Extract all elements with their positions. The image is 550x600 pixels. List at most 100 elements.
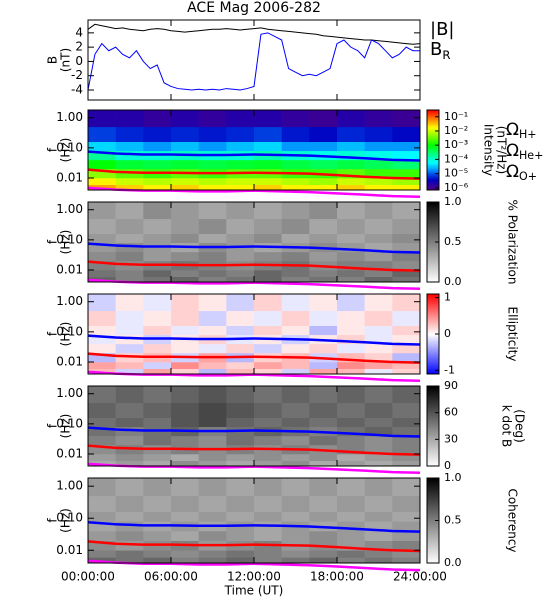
heatmap-cell	[88, 218, 116, 234]
heatmap-cell	[309, 110, 338, 128]
heatmap-cell	[226, 270, 255, 277]
colorbar-strip	[427, 507, 439, 510]
heatmap-cell	[364, 557, 393, 564]
heatmap-cell	[364, 540, 393, 551]
colorbar-strip	[427, 390, 439, 392]
heatmap-cell	[309, 233, 338, 244]
y-tick-label: 0.10	[56, 416, 83, 430]
colorbar-strip	[427, 430, 439, 432]
colorbar-strip	[427, 343, 439, 346]
colorbar-strip	[427, 167, 439, 170]
colorbar-strip	[427, 551, 439, 554]
heatmap-cell	[115, 150, 144, 161]
colorbar-strip	[427, 455, 439, 458]
heatmap-cell	[198, 460, 227, 467]
colorbar-strip	[427, 364, 439, 367]
colorbar-strip	[427, 502, 439, 504]
heatmap-cell	[143, 550, 172, 558]
heatmap-cell	[171, 362, 199, 369]
gyrofrequency-line	[87, 520, 421, 533]
heatmap-cell	[392, 368, 421, 375]
colorbar-strip	[427, 448, 439, 451]
colorbar-label: (Deg)	[513, 409, 527, 443]
colorbar-strip	[427, 219, 439, 222]
heatmap-cell	[281, 495, 310, 512]
colorbar-strip	[427, 235, 439, 238]
heatmap-cell	[364, 242, 393, 253]
heatmap-cell	[171, 218, 199, 234]
colorbar-strip	[427, 356, 439, 359]
colorbar-strip	[427, 328, 439, 331]
colorbar-strip	[427, 160, 439, 163]
heatmap-cell	[309, 386, 338, 404]
colorbar-label: Coherency	[506, 488, 520, 552]
y-tick-label: 0.10	[56, 511, 83, 525]
colorbar-strip	[427, 250, 439, 252]
colorbar-tick-label: 10⁻¹	[444, 110, 468, 123]
heatmap-cell	[281, 417, 310, 428]
heatmap-cell	[171, 343, 199, 354]
colorbar-strip	[427, 136, 439, 139]
colorbar-strip	[427, 244, 439, 247]
heatmap-cell	[364, 251, 393, 262]
heatmap-cell	[392, 521, 421, 532]
colorbar-strip	[427, 311, 439, 314]
heatmap-cell	[364, 270, 393, 277]
heatmap-cell	[281, 110, 310, 128]
gyrofrequency-line	[87, 559, 421, 572]
heatmap-cell	[198, 325, 227, 336]
heatmap-cell	[281, 343, 310, 354]
heatmap-cell	[115, 368, 144, 375]
colorbar-strip	[427, 490, 439, 493]
heatmap-cell	[198, 550, 227, 558]
heatmap-cell	[254, 126, 282, 142]
colorbar-strip	[427, 419, 439, 422]
colorbar-strip	[427, 254, 439, 256]
colorbar-strip	[427, 440, 439, 443]
y-tick-label: 0.10	[56, 324, 83, 338]
heatmap-cell	[171, 557, 199, 564]
colorbar-strip	[427, 296, 439, 299]
heatmap-cell	[226, 110, 255, 128]
heatmap-cell	[309, 530, 338, 541]
colorbar-strip	[427, 436, 439, 439]
colorbar-strip	[427, 416, 439, 419]
heatmap-cell	[364, 352, 393, 363]
colorbar-tick-label: 10⁻²	[444, 124, 468, 137]
colorbar-strip	[427, 202, 439, 204]
colorbar-strip	[427, 114, 439, 116]
heatmap-cell	[171, 233, 199, 244]
colorbar-strip	[427, 346, 439, 348]
colorbar-strip	[427, 560, 439, 562]
heatmap-cell	[226, 435, 255, 446]
heatmap-cell	[254, 402, 282, 418]
colorbar-strip	[427, 176, 439, 179]
heatmap-cell	[198, 368, 227, 375]
colorbar-strip	[427, 310, 439, 312]
colorbar-strip	[427, 140, 439, 143]
heatmap-cell	[143, 218, 172, 234]
colorbar-strip	[427, 398, 439, 400]
colorbar-label: Ellipticity	[506, 307, 520, 362]
colorbar-strip	[427, 112, 439, 115]
heatmap-cell	[337, 495, 365, 512]
heatmap-cell	[337, 202, 365, 220]
x-tick-label: 24:00:00	[393, 570, 447, 584]
colorbar-strip	[427, 524, 439, 527]
colorbar-strip	[427, 432, 439, 435]
colorbar-strip	[427, 156, 439, 159]
colorbar-tick-label: 1.0	[444, 471, 462, 484]
colorbar-strip	[427, 386, 439, 388]
colorbar-strip	[427, 266, 439, 268]
colorbar-strip	[427, 495, 439, 497]
heatmap-cell	[88, 294, 116, 312]
heatmap-cell	[171, 126, 199, 142]
x-tick-label: 18:00:00	[310, 570, 364, 584]
colorbar-label: % Polarization	[506, 200, 520, 285]
heatmap-cell	[254, 530, 282, 541]
colorbar-tick-label: 10⁻⁵	[444, 167, 468, 180]
colorbar-strip	[427, 408, 439, 411]
colorbar-strip	[427, 339, 439, 342]
colorbar-strip	[427, 446, 439, 448]
colorbar-strip	[427, 300, 439, 303]
